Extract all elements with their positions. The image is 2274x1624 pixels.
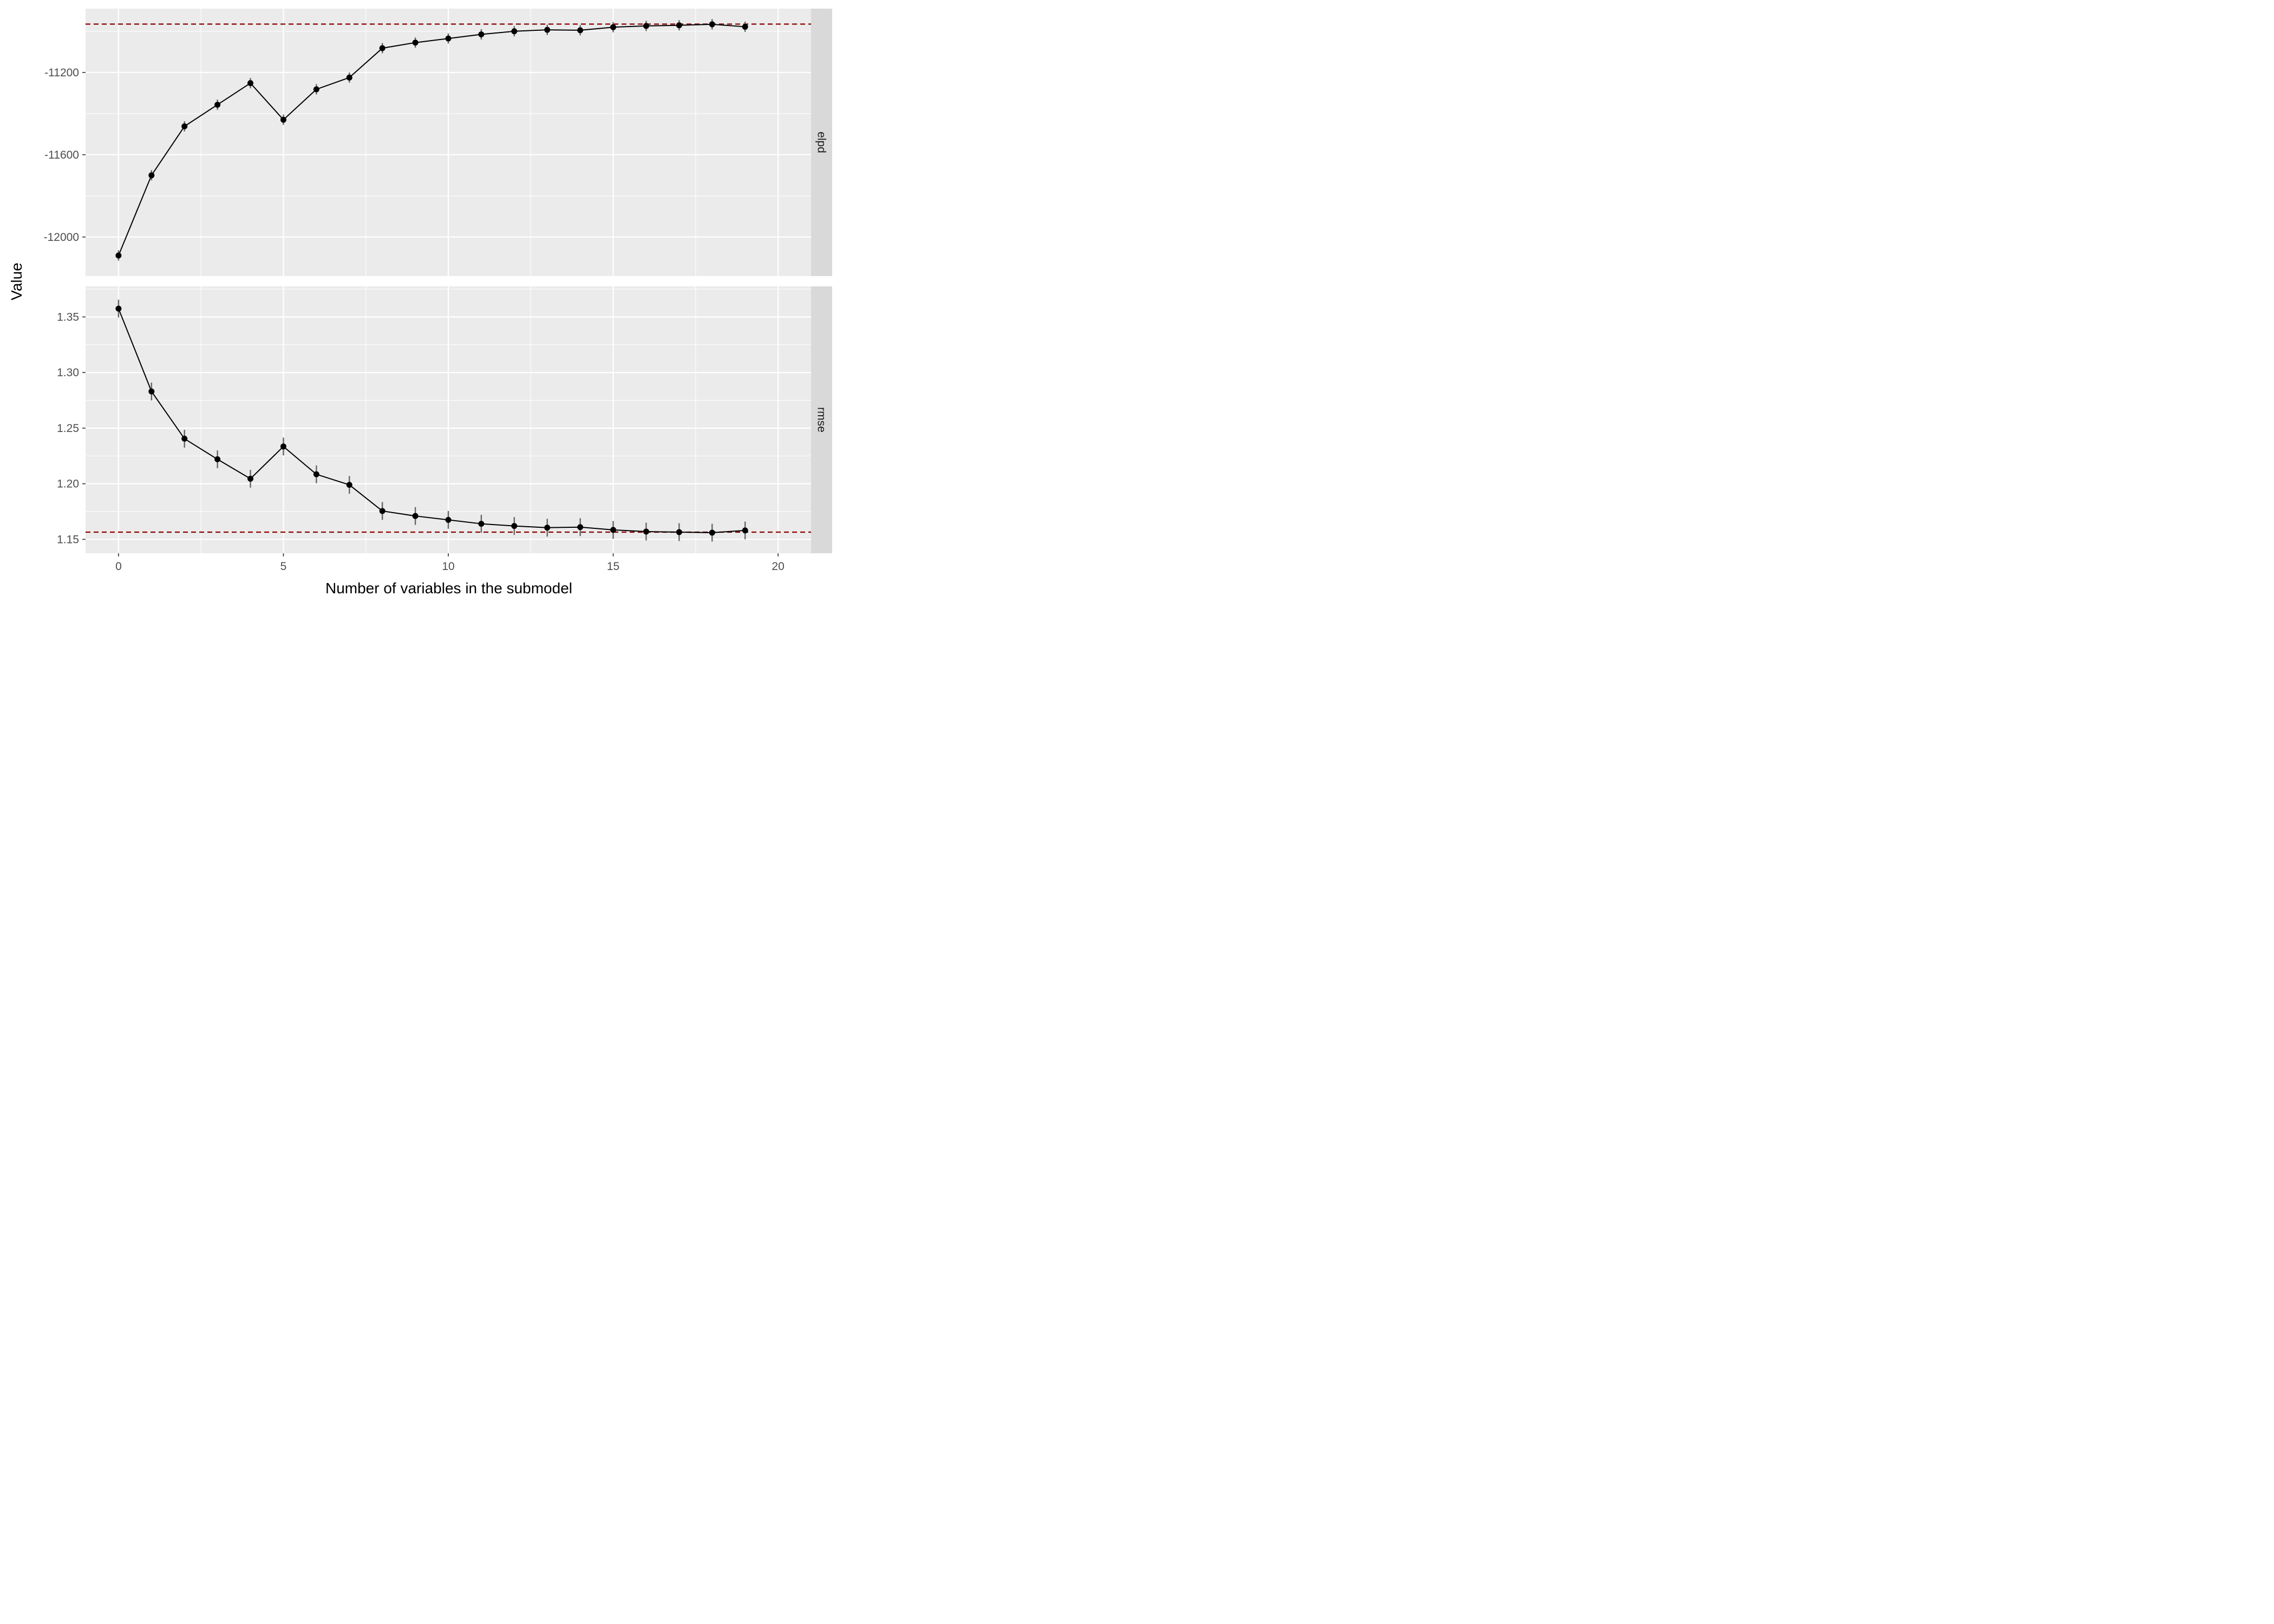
y-tick-label: 1.30 bbox=[57, 366, 79, 379]
data-point bbox=[181, 435, 188, 442]
y-tick-label: -11600 bbox=[44, 149, 79, 161]
x-tick-label: 0 bbox=[115, 560, 122, 573]
x-tick-label: 15 bbox=[607, 560, 619, 573]
data-point bbox=[214, 101, 221, 108]
data-point bbox=[445, 35, 452, 42]
y-tick-label: 1.25 bbox=[57, 422, 79, 435]
data-point bbox=[511, 28, 518, 35]
y-tick-label: 1.35 bbox=[57, 311, 79, 323]
data-point bbox=[247, 80, 254, 87]
data-point bbox=[445, 516, 452, 523]
data-point bbox=[181, 123, 188, 129]
data-point bbox=[346, 482, 352, 488]
data-point bbox=[379, 45, 385, 51]
data-point bbox=[709, 21, 715, 28]
data-point bbox=[412, 513, 419, 519]
data-point bbox=[478, 31, 485, 37]
data-point bbox=[577, 524, 584, 531]
x-tick-label: 10 bbox=[442, 560, 454, 573]
y-tick-label: 1.20 bbox=[57, 478, 79, 490]
data-point bbox=[643, 23, 649, 29]
data-point bbox=[346, 74, 352, 81]
data-point bbox=[148, 172, 155, 179]
data-point bbox=[115, 252, 122, 259]
x-tick-label: 5 bbox=[280, 560, 287, 573]
panels: -12000-11600-11200elpd1.151.201.251.301.… bbox=[44, 9, 832, 553]
data-point bbox=[148, 388, 155, 395]
data-point bbox=[379, 508, 385, 514]
data-point bbox=[280, 443, 286, 450]
data-point bbox=[313, 471, 319, 477]
data-point bbox=[676, 22, 682, 29]
data-point bbox=[742, 527, 748, 534]
facet-strip bbox=[811, 9, 832, 276]
y-tick-label: -11200 bbox=[44, 67, 79, 79]
data-point bbox=[214, 456, 221, 462]
facet-strip-label: elpd bbox=[815, 132, 828, 153]
data-point bbox=[544, 27, 551, 33]
data-point bbox=[742, 23, 748, 30]
data-point bbox=[676, 529, 682, 535]
facet-strip-label: rmse bbox=[815, 407, 828, 433]
panel-rmse: 1.15 1.20 1.25 1.30 1.35 rmse bbox=[57, 286, 832, 553]
y-axis-title: Value bbox=[8, 263, 25, 300]
faceted-line-chart: -12000-11600-11200elpd1.151.201.251.301.… bbox=[0, 0, 846, 601]
x-tick-label: 20 bbox=[772, 560, 784, 573]
series-line bbox=[117, 308, 746, 534]
data-point bbox=[709, 529, 715, 536]
y-tick-label: 1.15 bbox=[57, 533, 79, 546]
data-point bbox=[280, 116, 286, 123]
x-axis-title: Number of variables in the submodel bbox=[325, 580, 572, 597]
x-axis: 0 5 10 15 20 bbox=[115, 553, 785, 573]
data-point bbox=[478, 521, 485, 527]
data-point bbox=[412, 40, 419, 46]
data-point bbox=[577, 27, 584, 34]
data-point bbox=[610, 24, 617, 30]
y-tick-label: -12000 bbox=[44, 231, 79, 244]
data-point bbox=[313, 86, 319, 93]
data-point bbox=[610, 527, 617, 533]
data-point bbox=[115, 305, 122, 312]
series-line bbox=[117, 23, 746, 256]
panel-elpd: -12000 -11600 -11200 elpd bbox=[44, 9, 832, 276]
facet-strip bbox=[811, 286, 832, 553]
data-point bbox=[643, 528, 649, 535]
data-point bbox=[544, 525, 551, 531]
data-point bbox=[247, 475, 254, 482]
data-point bbox=[511, 523, 518, 529]
